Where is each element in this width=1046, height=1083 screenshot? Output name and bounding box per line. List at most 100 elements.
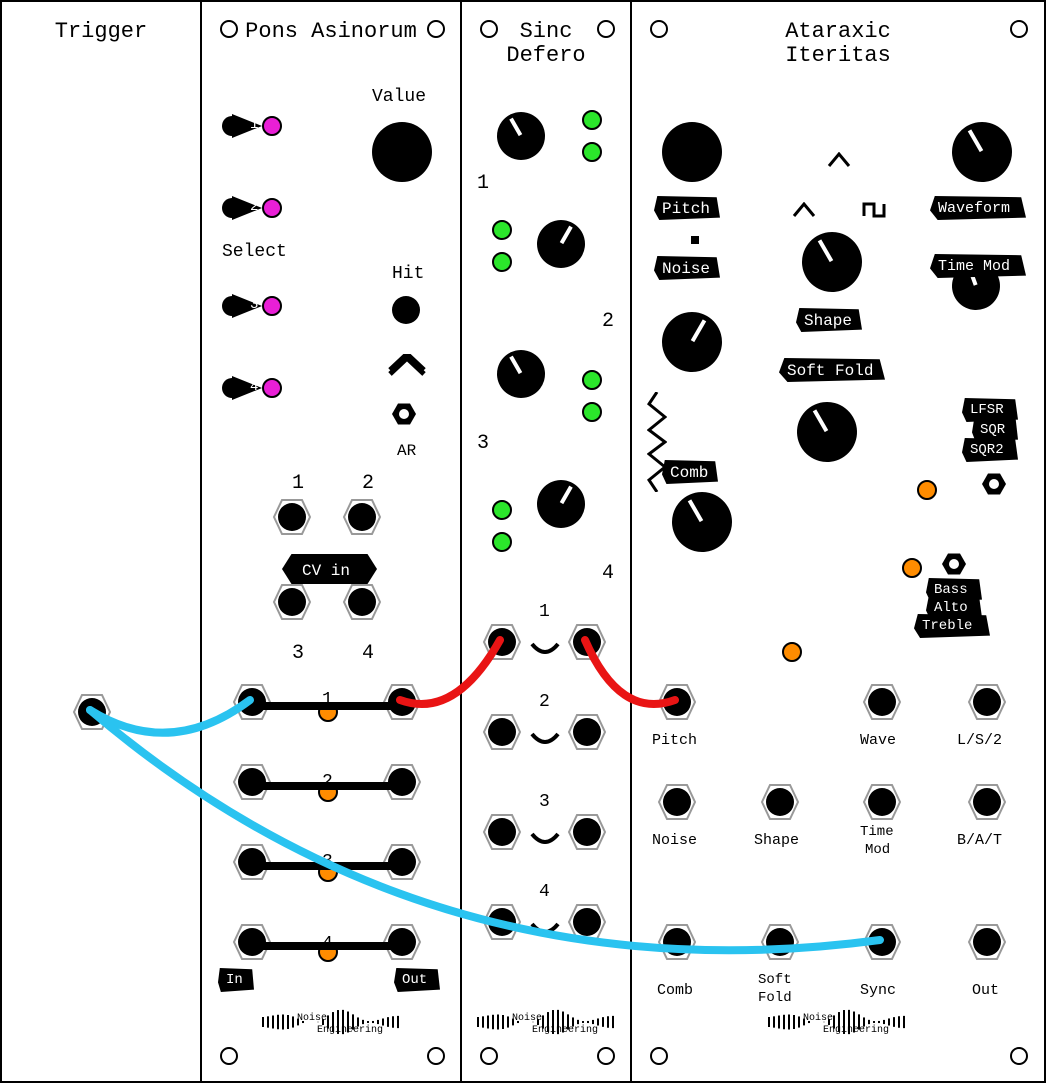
- label: 2: [362, 472, 374, 495]
- jack-in3[interactable]: [482, 812, 522, 852]
- jack-ls2[interactable]: [967, 682, 1007, 722]
- jack-sync[interactable]: [862, 922, 902, 962]
- caret-icon: [387, 354, 427, 378]
- led-icon: [582, 110, 602, 130]
- knob-comb[interactable]: [661, 481, 743, 563]
- led-icon: [492, 500, 512, 520]
- knob-k2[interactable]: [528, 211, 594, 277]
- row-bar: [262, 782, 402, 790]
- label: Out: [402, 972, 427, 988]
- label: Comb: [657, 982, 693, 999]
- knob-noise[interactable]: [651, 301, 733, 383]
- screw-icon: [480, 20, 498, 38]
- led-icon: [582, 402, 602, 422]
- label: 1: [477, 172, 489, 195]
- jack-in4[interactable]: [482, 902, 522, 942]
- label: Value: [372, 87, 426, 107]
- knob-shape[interactable]: [791, 221, 873, 303]
- knob-waveform[interactable]: [941, 111, 1023, 193]
- knob-softfold[interactable]: [786, 391, 868, 473]
- label: L/S/2: [957, 732, 1002, 749]
- jack-out4[interactable]: [567, 902, 607, 942]
- led-icon: [582, 370, 602, 390]
- svg-text:Noise: Noise: [297, 1012, 327, 1024]
- module-title: Trigger: [2, 2, 200, 44]
- knob-value[interactable]: [372, 122, 432, 182]
- label: Comb: [670, 464, 708, 482]
- module-sinc: Sinc Defero12341234NoiseEngineering: [462, 2, 632, 1081]
- screw-icon: [480, 1047, 498, 1065]
- svg-text:Engineering: Engineering: [532, 1024, 598, 1036]
- jack-out3[interactable]: [567, 812, 607, 852]
- label: 2: [539, 692, 550, 712]
- jack-out[interactable]: [967, 922, 1007, 962]
- rail: [418, 667, 448, 987]
- noise-icon: [687, 232, 703, 248]
- knob-k1[interactable]: [488, 103, 554, 169]
- led-icon: [492, 252, 512, 272]
- svg-text:Engineering: Engineering: [317, 1024, 383, 1036]
- knob-hit[interactable]: [392, 296, 420, 324]
- attenuator-4[interactable]: 4: [222, 374, 274, 402]
- zigzag-icon: [647, 392, 667, 492]
- jack-softfold[interactable]: [760, 922, 800, 962]
- label: B/A/T: [957, 832, 1002, 849]
- label: Bass: [934, 582, 968, 598]
- decoration: [922, 122, 957, 962]
- screw-icon: [1010, 1047, 1028, 1065]
- jack-out1[interactable]: [567, 622, 607, 662]
- jack-timemod[interactable]: [862, 782, 902, 822]
- label: Soft: [758, 972, 792, 988]
- switch-ar[interactable]: [392, 402, 416, 426]
- label: CV in: [302, 562, 350, 580]
- screw-icon: [427, 1047, 445, 1065]
- attenuator-1[interactable]: 1: [222, 112, 274, 140]
- svg-text:Noise: Noise: [512, 1012, 542, 1024]
- attenuator-3[interactable]: 3: [222, 292, 274, 320]
- jack-shape[interactable]: [760, 782, 800, 822]
- jack-in1[interactable]: [482, 622, 522, 662]
- label: SQR2: [970, 442, 1004, 458]
- screw-icon: [427, 20, 445, 38]
- label: 4: [539, 882, 550, 902]
- label: Shape: [804, 312, 852, 330]
- label: Waveform: [938, 200, 1010, 217]
- jack-comb[interactable]: [657, 922, 697, 962]
- jack-noise[interactable]: [657, 782, 697, 822]
- screw-icon: [650, 1047, 668, 1065]
- knob-k3[interactable]: [488, 341, 554, 407]
- screw-icon: [1010, 20, 1028, 38]
- screw-icon: [220, 20, 238, 38]
- jack-in2[interactable]: [482, 712, 522, 752]
- jack-wave[interactable]: [862, 682, 902, 722]
- knob-pitch[interactable]: [662, 122, 722, 182]
- svg-text:Engineering: Engineering: [823, 1024, 889, 1036]
- decoration: [727, 112, 767, 982]
- switch-lfsr[interactable]: [982, 472, 1006, 496]
- jack-pitch[interactable]: [657, 682, 697, 722]
- jack-cv2[interactable]: [342, 497, 382, 537]
- jack-cv1[interactable]: [272, 497, 312, 537]
- jack-cv4[interactable]: [342, 582, 382, 622]
- caret-icon: [792, 202, 816, 218]
- arc-icon: [530, 922, 560, 940]
- switch-bat[interactable]: [942, 552, 966, 576]
- label: Sync: [860, 982, 896, 999]
- screw-icon: [650, 20, 668, 38]
- knob-k4[interactable]: [528, 471, 594, 537]
- led-icon: [492, 532, 512, 552]
- label: AR: [397, 442, 416, 460]
- label: Treble: [922, 618, 972, 634]
- arc-icon: [530, 732, 560, 750]
- jack-out2[interactable]: [567, 712, 607, 752]
- label: Time Mod: [938, 258, 1010, 275]
- attenuator-2[interactable]: 2: [222, 194, 274, 222]
- jack-bat[interactable]: [967, 782, 1007, 822]
- label: Out: [972, 982, 999, 999]
- brand-logo: NoiseEngineering: [477, 1002, 617, 1042]
- screw-icon: [220, 1047, 238, 1065]
- label: Mod: [865, 842, 890, 858]
- jack-out[interactable]: [72, 692, 112, 732]
- module-title: Pons Asinorum: [202, 2, 460, 44]
- jack-cv3[interactable]: [272, 582, 312, 622]
